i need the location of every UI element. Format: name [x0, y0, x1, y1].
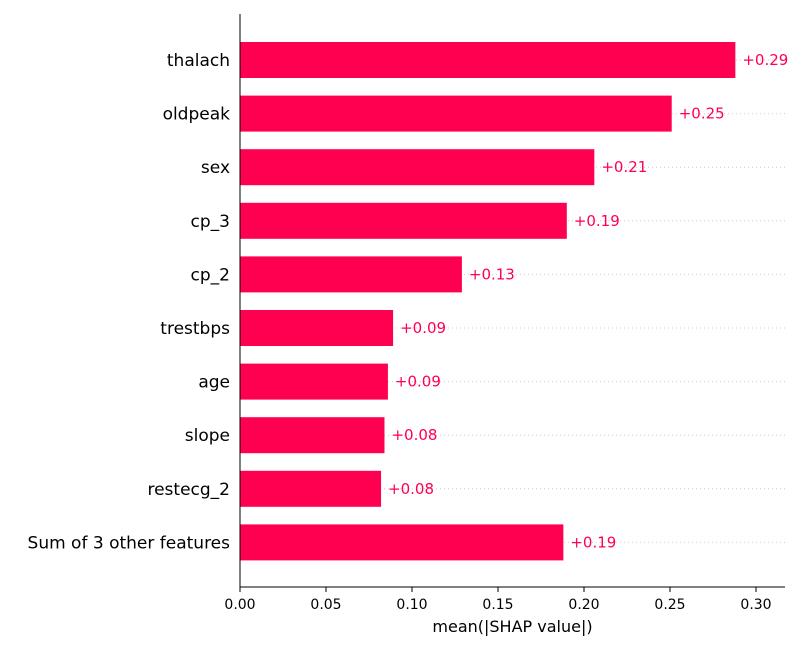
bar [240, 310, 394, 346]
x-ticks: 0.00 0.05 0.10 0.15 0.20 0.25 0.30 [224, 587, 772, 613]
category-label: thalach [167, 51, 230, 71]
x-tick-label: 0.25 [654, 597, 685, 613]
bar-value-label: +0.25 [679, 105, 725, 123]
bars [240, 42, 736, 561]
category-label: cp_2 [191, 265, 230, 285]
bar-value-label: +0.08 [388, 480, 434, 498]
x-tick-label: 0.10 [396, 597, 427, 613]
bar [240, 202, 567, 239]
bar-value-labels: +0.29 +0.25 +0.21 +0.19 +0.13 +0.09 +0.09 +0.08… [388, 51, 788, 551]
category-label: slope [185, 426, 230, 446]
category-label: Sum of 3 other features [28, 533, 231, 553]
bar-value-label: +0.29 [742, 51, 788, 69]
x-tick-label: 0.30 [740, 597, 771, 613]
bar [240, 256, 462, 293]
x-tick-label: 0.20 [568, 597, 599, 613]
category-labels: thalach oldpeak sex cp_3 cp_2 trestbps age slop… [28, 51, 231, 553]
bar [240, 417, 385, 454]
bar-value-label: +0.19 [570, 533, 616, 551]
category-label: age [198, 373, 230, 393]
bar [240, 470, 382, 507]
bar [240, 95, 672, 132]
category-label: restecg_2 [147, 480, 230, 500]
category-label: oldpeak [163, 105, 231, 125]
bar-value-label: +0.08 [391, 426, 437, 444]
category-label: cp_3 [191, 212, 230, 232]
x-tick-label: 0.05 [310, 597, 341, 613]
bar [240, 363, 388, 400]
row-guides [240, 59, 785, 543]
bar-value-label: +0.09 [395, 373, 441, 391]
x-tick-label: 0.15 [482, 597, 513, 613]
x-axis-label: mean(|SHAP value|) [432, 617, 592, 636]
x-tick-label: 0.00 [224, 597, 255, 613]
bar-value-label: +0.19 [574, 212, 620, 230]
bar-value-label: +0.13 [469, 265, 515, 283]
bar-value-label: +0.21 [601, 158, 647, 176]
bar [240, 42, 736, 78]
bar-value-label: +0.09 [400, 319, 446, 337]
bar [240, 149, 595, 186]
category-label: sex [201, 158, 230, 178]
category-label: trestbps [160, 319, 230, 339]
bar [240, 524, 564, 561]
